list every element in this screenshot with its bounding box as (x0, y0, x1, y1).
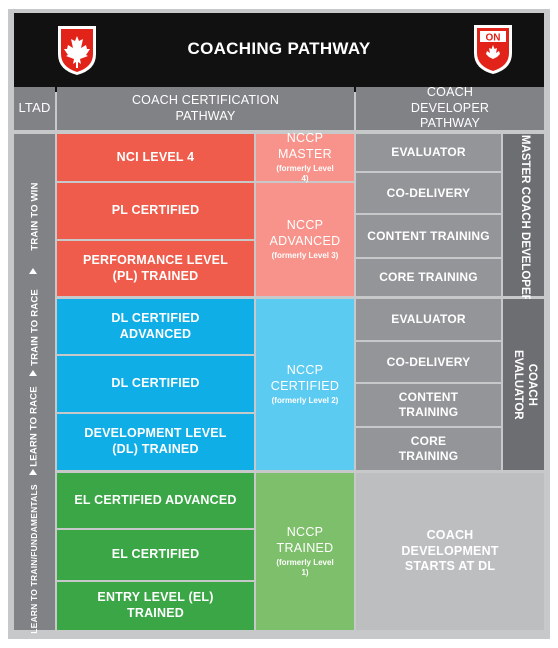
cert-label: PERFORMANCE LEVEL (PL) TRAINED (82, 252, 229, 283)
nccp-master: NCCP MASTER (formerly Level 4) (256, 130, 354, 184)
developer-column-header: COACH DEVELOPER PATHWAY (356, 85, 544, 131)
cert-dl-certified: DL CERTIFIED (57, 356, 254, 412)
master-coach-developer-label: MASTER COACH DEVELOPER (518, 134, 531, 304)
cert-dl-certified-advanced: DL CERTIFIED ADVANCED (57, 299, 254, 354)
ltad-stage-train-to-race: TRAIN TO RACE (29, 289, 41, 366)
ce-core-training: CORE TRAINING (356, 428, 501, 470)
header-bar: COACHING PATHWAY ON (14, 13, 544, 92)
dev-item-label: EVALUATOR (391, 312, 466, 326)
coach-evaluator-label-box: COACH EVALUATOR (503, 299, 544, 470)
nccp-trained: NCCP TRAINED (formerly Level 1) (256, 473, 354, 630)
developer-header-label: COACH DEVELOPER PATHWAY (410, 85, 490, 131)
dev-item-label: CO-DELIVERY (386, 354, 471, 369)
nccp-title: NCCP MASTER (278, 130, 332, 161)
cert-label: EL CERTIFIED ADVANCED (74, 492, 237, 507)
ltad-column: TRAIN TO WIN TRAIN TO RACE LEARN TO RACE… (14, 134, 55, 634)
ltad-stage-train-to-win: TRAIN TO WIN (29, 182, 41, 251)
ltad-header-label: LTAD (18, 100, 51, 116)
cert-pl-trained: PERFORMANCE LEVEL (PL) TRAINED (57, 241, 254, 296)
cert-el-certified-advanced: EL CERTIFIED ADVANCED (57, 473, 254, 528)
cert-el-certified: EL CERTIFIED (57, 530, 254, 580)
nccp-former-level: (formerly Level 4) (276, 164, 334, 184)
ltad-stage-learn-to-train: LEARN TO TRAIN/FUNDAMENTALS (29, 484, 39, 634)
up-arrow-icon (29, 469, 37, 475)
ltad-stage-learn-to-race: LEARN TO RACE (28, 386, 40, 467)
up-arrow-icon (29, 268, 37, 274)
cert-nci-level-4: NCI LEVEL 4 (57, 134, 254, 181)
coach-evaluator-label: COACH EVALUATOR (511, 349, 538, 420)
dev-item-label: CO-DELIVERY (386, 185, 471, 200)
coach-development-note-text: COACH DEVELOPMENT STARTS AT DL (401, 528, 499, 574)
mcd-content-training: CONTENT TRAINING (356, 215, 501, 257)
cert-label: EL CERTIFIED (111, 547, 200, 562)
nccp-title: NCCP ADVANCED (269, 217, 341, 248)
mcd-core-training: CORE TRAINING (356, 259, 501, 296)
nccp-title: NCCP TRAINED (276, 524, 334, 555)
master-coach-developer-label-box: MASTER COACH DEVELOPER (503, 134, 544, 304)
nccp-title: NCCP CERTIFIED (270, 362, 340, 393)
mcd-co-delivery: CO-DELIVERY (356, 173, 501, 213)
cert-label: DL CERTIFIED ADVANCED (111, 310, 200, 341)
nccp-former-level: (formerly Level 2) (271, 396, 339, 406)
up-arrow-icon (29, 370, 37, 376)
cert-label: PL CERTIFIED (111, 203, 200, 218)
certification-column-header: COACH CERTIFICATION PATHWAY (57, 87, 354, 130)
ce-co-delivery: CO-DELIVERY (356, 342, 501, 382)
cert-label: ENTRY LEVEL (EL) TRAINED (97, 590, 214, 620)
ce-content-training: CONTENT TRAINING (356, 384, 501, 426)
dev-item-label: EVALUATOR (391, 145, 466, 159)
mcd-evaluator: EVALUATOR (356, 134, 501, 171)
cert-label: DL CERTIFIED (111, 376, 200, 391)
ontario-crest-icon: ON (474, 25, 512, 74)
nccp-advanced: NCCP ADVANCED (formerly Level 3) (256, 183, 354, 296)
dev-item-label: CONTENT TRAINING (398, 390, 459, 419)
nccp-former-level: (formerly Level 1) (276, 558, 334, 578)
cert-pl-certified: PL CERTIFIED (57, 183, 254, 239)
nccp-certified: NCCP CERTIFIED (formerly Level 2) (256, 299, 354, 470)
cert-label: NCI LEVEL 4 (116, 149, 195, 164)
coaching-pathway-diagram: COACHING PATHWAY ON LTAD COACH CERTIFICA… (8, 9, 550, 639)
cert-dl-trained: DEVELOPMENT LEVEL (DL) TRAINED (57, 414, 254, 470)
ontario-crest-text: ON (486, 33, 501, 44)
nccp-former-level: (formerly Level 3) (271, 251, 339, 261)
dev-item-label: CORE TRAINING (379, 270, 478, 284)
dev-item-label: CONTENT TRAINING (367, 228, 490, 243)
coach-development-note: COACH DEVELOPMENT STARTS AT DL (356, 473, 544, 630)
cert-label: DEVELOPMENT LEVEL (DL) TRAINED (84, 426, 227, 456)
certification-header-label: COACH CERTIFICATION PATHWAY (131, 92, 280, 123)
page-title: COACHING PATHWAY (187, 39, 371, 58)
maple-leaf-crest-icon (58, 26, 96, 75)
dev-item-label: CORE TRAINING (398, 434, 459, 463)
cert-el-trained: ENTRY LEVEL (EL) TRAINED (57, 582, 254, 630)
ltad-column-header: LTAD (14, 87, 55, 130)
ce-evaluator: EVALUATOR (356, 299, 501, 340)
